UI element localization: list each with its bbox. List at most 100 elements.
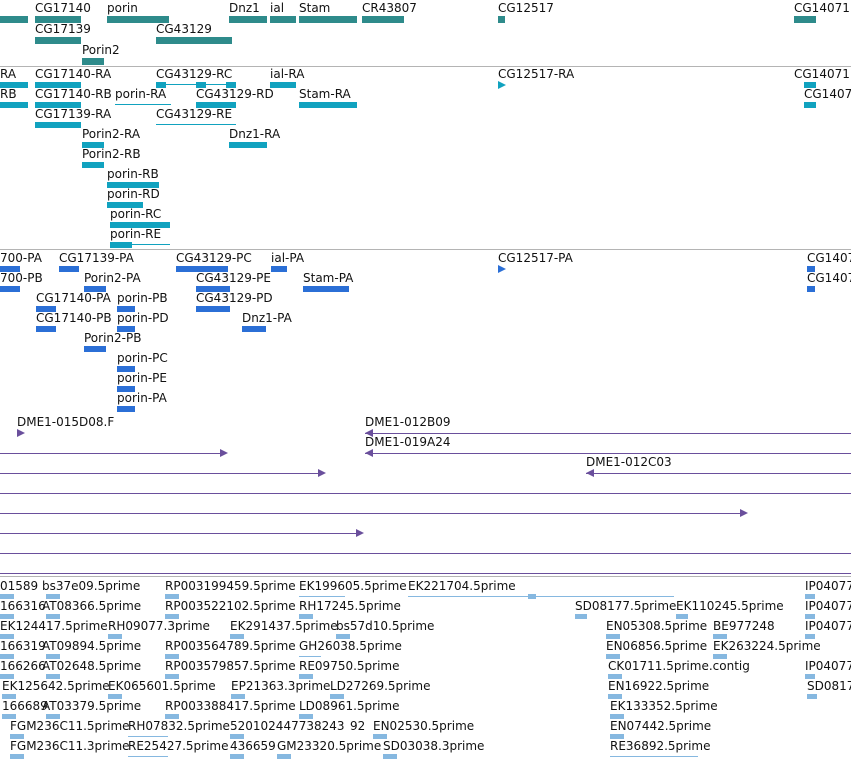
gene-feature[interactable] xyxy=(362,16,404,23)
est-feature[interactable] xyxy=(2,694,16,699)
clone-feature[interactable] xyxy=(0,493,851,494)
gene-label[interactable]: Dnz1 xyxy=(229,1,260,15)
est-feature[interactable] xyxy=(46,614,60,619)
est-feature[interactable] xyxy=(46,714,60,719)
est-label[interactable]: EN07442.5prime xyxy=(610,719,712,733)
transcript-exon[interactable] xyxy=(226,82,236,88)
transcript-label[interactable]: CG17140-RA xyxy=(35,67,112,81)
est-feature[interactable] xyxy=(608,694,622,699)
gene-label[interactable]: CG43129 xyxy=(156,22,212,36)
est-label[interactable]: EK133352.5prime xyxy=(610,699,718,713)
protein-feature[interactable] xyxy=(117,366,135,372)
est-feature[interactable] xyxy=(805,594,815,599)
protein-feature[interactable] xyxy=(117,306,135,312)
protein-label[interactable]: Porin2-PB xyxy=(84,331,142,345)
protein-feature[interactable] xyxy=(196,306,230,312)
est-label[interactable]: RP003388417.5prime xyxy=(165,699,296,713)
protein-feature[interactable] xyxy=(807,266,815,272)
gene-label[interactable]: CG14071 xyxy=(794,1,850,15)
gene-label[interactable]: Porin2 xyxy=(82,43,120,57)
transcript-feature[interactable] xyxy=(115,104,171,105)
gene-feature[interactable] xyxy=(229,16,267,23)
gene-feature[interactable] xyxy=(0,16,28,23)
est-label[interactable]: RE36892.5prime xyxy=(610,739,711,753)
est-label[interactable]: EK199605.5prime xyxy=(299,579,407,593)
est-label[interactable]: RP003564789.5prime xyxy=(165,639,296,653)
est-label[interactable]: RE25427.5prime xyxy=(128,739,229,753)
transcript-feature[interactable] xyxy=(107,182,159,188)
est-label[interactable]: RH07832.5prime xyxy=(128,719,230,733)
est-label[interactable]: 166266 xyxy=(0,659,46,673)
clone-feature[interactable] xyxy=(220,449,228,457)
est-feature[interactable] xyxy=(713,654,727,659)
transcript-feature[interactable] xyxy=(35,122,81,128)
protein-label[interactable]: 700-PA xyxy=(0,251,42,265)
clone-feature[interactable] xyxy=(740,509,748,517)
protein-label[interactable]: CG43129-PC xyxy=(176,251,252,265)
protein-feature[interactable] xyxy=(498,265,506,273)
transcript-label[interactable]: CG43129-RE xyxy=(156,107,233,121)
est-feature[interactable] xyxy=(528,594,536,599)
gene-feature[interactable] xyxy=(498,16,505,23)
est-feature[interactable] xyxy=(277,754,291,759)
est-feature[interactable] xyxy=(46,594,60,599)
transcript-label[interactable]: ial-RA xyxy=(270,67,305,81)
protein-label[interactable]: CG17139-PA xyxy=(59,251,134,265)
est-label[interactable]: 92 xyxy=(350,719,366,733)
est-feature[interactable] xyxy=(606,634,620,639)
protein-label[interactable]: porin-PE xyxy=(117,371,167,385)
est-feature[interactable] xyxy=(0,674,14,679)
protein-label[interactable]: CG1407 xyxy=(807,251,851,265)
est-feature[interactable] xyxy=(46,654,60,659)
clone-feature[interactable] xyxy=(0,453,220,454)
est-feature[interactable] xyxy=(231,694,245,699)
est-label[interactable]: RP003199459.5prime xyxy=(165,579,296,593)
transcript-feature[interactable] xyxy=(110,244,170,245)
transcript-feature[interactable] xyxy=(156,124,236,125)
est-label[interactable]: EK291437.5prime xyxy=(230,619,338,633)
est-feature[interactable] xyxy=(0,594,14,599)
gene-label[interactable]: CG17140 xyxy=(35,1,91,15)
protein-label[interactable]: CG12517-PA xyxy=(498,251,573,265)
transcript-label[interactable]: porin-RD xyxy=(107,187,160,201)
est-label[interactable]: 436659 xyxy=(230,739,276,753)
est-label[interactable]: EK263224.5prime xyxy=(713,639,821,653)
protein-feature[interactable] xyxy=(117,406,135,412)
est-feature[interactable] xyxy=(608,674,622,679)
est-label[interactable]: RP003579857.5prime xyxy=(165,659,296,673)
est-feature[interactable] xyxy=(46,674,60,679)
est-label[interactable]: SD03038.3prime xyxy=(383,739,485,753)
est-feature[interactable] xyxy=(299,596,345,597)
est-feature[interactable] xyxy=(128,756,168,757)
clone-label[interactable]: DME1-012C03 xyxy=(586,455,672,469)
est-feature[interactable] xyxy=(610,756,698,757)
protein-label[interactable]: CG17140-PA xyxy=(36,291,111,305)
transcript-feature[interactable] xyxy=(35,102,81,108)
transcript-label[interactable]: porin-RE xyxy=(110,227,162,241)
est-label[interactable]: FGM236C11.5prime xyxy=(10,719,130,733)
transcript-feature[interactable] xyxy=(270,82,296,88)
est-label[interactable]: RE09750.5prime xyxy=(299,659,400,673)
est-label[interactable]: EK221704.5prime xyxy=(408,579,516,593)
est-label[interactable]: LD27269.5prime xyxy=(330,679,431,693)
est-label[interactable]: EN02530.5prime xyxy=(373,719,475,733)
est-label[interactable]: EK110245.5prime xyxy=(676,599,784,613)
gene-feature[interactable] xyxy=(270,16,296,23)
est-label[interactable]: 01589 xyxy=(0,579,39,593)
gene-feature[interactable] xyxy=(794,16,816,23)
est-feature[interactable] xyxy=(108,694,122,699)
est-feature[interactable] xyxy=(230,634,244,639)
protein-label[interactable]: CG17140-PB xyxy=(36,311,112,325)
est-feature[interactable] xyxy=(606,654,620,659)
est-label[interactable]: RP003522102.5prime xyxy=(165,599,296,613)
protein-label[interactable]: Stam-PA xyxy=(303,271,354,285)
transcript-exon[interactable] xyxy=(110,242,132,248)
protein-label[interactable]: 700-PB xyxy=(0,271,43,285)
gene-label[interactable]: ial xyxy=(270,1,285,15)
est-feature[interactable] xyxy=(0,654,14,659)
transcript-label[interactable]: porin-RB xyxy=(107,167,159,181)
protein-label[interactable]: Dnz1-PA xyxy=(242,311,292,325)
protein-feature[interactable] xyxy=(196,286,230,292)
protein-feature[interactable] xyxy=(36,306,56,312)
est-label[interactable]: AT02648.5prime xyxy=(42,659,142,673)
